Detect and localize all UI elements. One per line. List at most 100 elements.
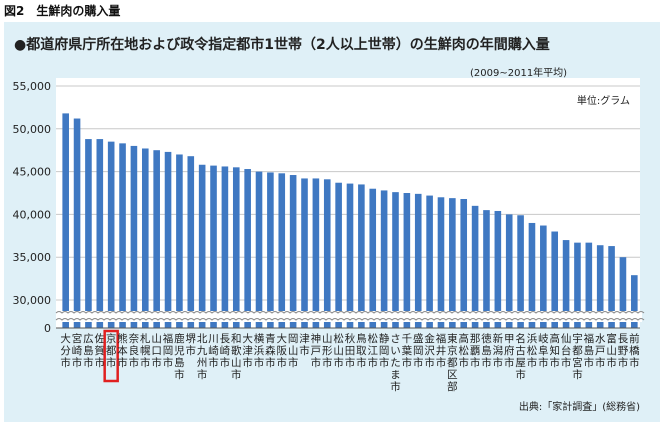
bar — [494, 210, 502, 328]
category-label: 津市 — [299, 333, 310, 357]
bar — [221, 166, 229, 328]
bar — [358, 184, 365, 328]
chart-title: ●都道府県庁所在地および政令指定都市1世帯（2人以上世帯）の生鮮肉の年間購入量 — [14, 37, 550, 53]
category-label: 新潟市 — [493, 332, 504, 369]
bar — [369, 188, 377, 328]
bar — [278, 173, 286, 328]
bar — [141, 148, 149, 328]
axis-break-line — [55, 318, 645, 321]
category-label: 千葉市 — [402, 333, 413, 369]
y-tick-label: 30,000 — [13, 294, 52, 307]
bar — [528, 222, 536, 328]
bar — [107, 141, 115, 328]
bar — [596, 245, 604, 328]
category-label: 岐阜市 — [538, 332, 549, 369]
bar — [562, 240, 570, 328]
y-tick-label: 50,000 — [13, 123, 52, 136]
bar — [335, 182, 342, 328]
category-label: 福島市 — [584, 332, 595, 369]
category-label: 広島市 — [83, 332, 94, 369]
bar — [153, 150, 160, 328]
category-label: 松江市 — [367, 332, 378, 369]
category-label: 奈良市 — [129, 332, 140, 369]
category-label: 宇都宮市 — [572, 332, 583, 381]
bar — [73, 118, 81, 328]
bar — [574, 242, 581, 328]
bar — [460, 198, 468, 328]
bar — [631, 275, 638, 328]
category-label: 鹿児島市 — [174, 332, 185, 381]
bar — [210, 165, 217, 328]
bar — [505, 214, 513, 328]
category-label: 高知市 — [549, 332, 560, 369]
bar — [323, 179, 331, 328]
category-label: 秋田市 — [345, 332, 356, 369]
category-label: 東京都区部 — [447, 332, 458, 393]
category-label: 大分市 — [60, 332, 71, 369]
axis-break-line — [55, 311, 645, 314]
bar — [403, 193, 411, 328]
bar — [437, 197, 445, 328]
bar — [392, 192, 399, 328]
category-label: 金沢市 — [424, 332, 435, 369]
bar — [176, 154, 183, 328]
category-label: 熊本市 — [117, 332, 128, 369]
category-label: 水戸市 — [595, 333, 606, 369]
bar — [130, 145, 138, 328]
category-label: 山形市 — [322, 333, 333, 369]
category-label: 浜松市 — [527, 333, 538, 369]
unit-label: 単位:グラム — [577, 94, 630, 107]
y-tick-label: 35,000 — [13, 251, 52, 264]
bar — [471, 205, 479, 328]
category-label: 静岡市 — [379, 332, 390, 369]
bar — [244, 169, 251, 328]
category-label: 札幌市 — [140, 332, 151, 369]
category-label: 福井市 — [436, 332, 447, 369]
bar — [414, 193, 422, 328]
figure-title: 図2 生鮮肉の購入量 — [4, 4, 121, 18]
category-label: 長崎市 — [220, 333, 231, 369]
category-label: 名古屋市 — [515, 332, 526, 381]
y-tick-label: 45,000 — [13, 166, 52, 179]
bar — [267, 172, 274, 328]
axis-break-band — [56, 311, 642, 322]
bar — [289, 175, 297, 328]
category-label: 松山市 — [333, 332, 344, 369]
bar — [119, 143, 126, 328]
source-label: 出典:「家計調査」(総務省) — [519, 400, 640, 413]
bar — [619, 257, 627, 328]
bar — [232, 167, 240, 328]
bar — [517, 215, 524, 328]
category-label: 山口市 — [151, 333, 162, 369]
bar — [85, 139, 92, 328]
bar — [255, 171, 263, 328]
category-label: 高松市 — [458, 332, 469, 369]
bar — [380, 190, 388, 328]
bar — [187, 156, 195, 328]
category-label: 和歌山市 — [231, 333, 242, 381]
category-label: 京都市 — [106, 332, 117, 369]
bar — [164, 151, 172, 328]
category-label: 甲府市 — [504, 333, 515, 369]
bar — [608, 246, 615, 328]
category-label: 那覇市 — [470, 333, 481, 369]
category-label: 仙台市 — [561, 332, 572, 369]
category-label: 横浜市 — [254, 332, 265, 369]
chart-subtitle: (2009~2011年平均) — [470, 68, 568, 79]
category-label: 神戸市 — [311, 332, 322, 369]
bar — [198, 164, 206, 328]
category-label: 大阪市 — [277, 332, 288, 369]
bar — [449, 198, 456, 328]
category-label: 大津市 — [242, 332, 253, 369]
category-label: 盛岡市 — [413, 332, 424, 369]
y-tick-label: 0 — [44, 322, 51, 335]
category-label: 徳島市 — [481, 332, 492, 369]
bar — [312, 178, 320, 328]
bar — [346, 183, 354, 328]
bar — [540, 225, 547, 328]
category-label: 前橋市 — [629, 332, 640, 369]
category-label: 岡山市 — [288, 333, 299, 369]
highlight-box — [103, 329, 119, 383]
bar — [426, 195, 433, 328]
